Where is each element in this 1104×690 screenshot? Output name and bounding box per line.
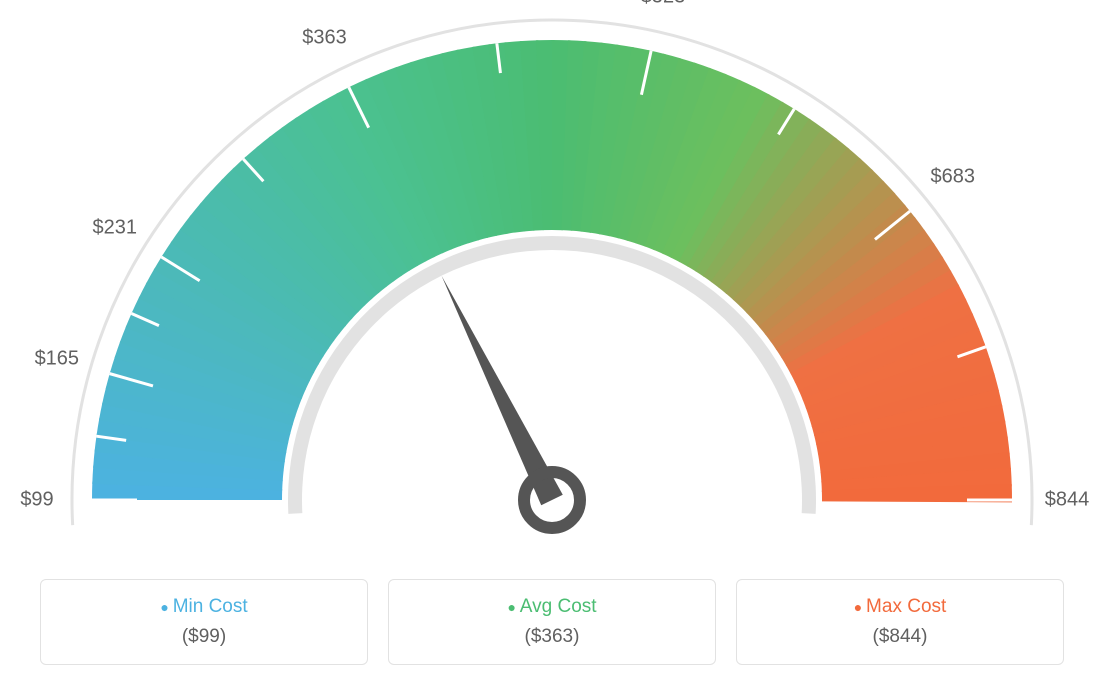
legend-max-title: Max Cost: [747, 596, 1053, 618]
legend-min-title: Min Cost: [51, 596, 357, 618]
tick-label: $99: [20, 489, 53, 512]
cost-gauge-chart: $99 $165 $231 $363 $523 $683 $844 Min Cost ($9…: [0, 0, 1104, 690]
tick-label: $683: [931, 165, 976, 188]
tick-label: $363: [302, 26, 347, 49]
tick-label: $231: [92, 216, 137, 239]
tick-label: $844: [1045, 489, 1090, 512]
legend-max: Max Cost ($844): [736, 579, 1064, 665]
gauge-area: $99 $165 $231 $363 $523 $683 $844: [0, 0, 1104, 560]
gauge-svg: [0, 0, 1104, 560]
tick-label: $165: [35, 347, 80, 370]
legend-min-value: ($99): [51, 626, 357, 648]
legend-row: Min Cost ($99) Avg Cost ($363) Max Cost …: [0, 579, 1104, 665]
legend-avg-value: ($363): [399, 626, 705, 648]
legend-avg-title: Avg Cost: [399, 596, 705, 618]
tick-label: $523: [641, 0, 686, 9]
legend-min: Min Cost ($99): [40, 579, 368, 665]
legend-max-value: ($844): [747, 626, 1053, 648]
legend-avg: Avg Cost ($363): [388, 579, 716, 665]
